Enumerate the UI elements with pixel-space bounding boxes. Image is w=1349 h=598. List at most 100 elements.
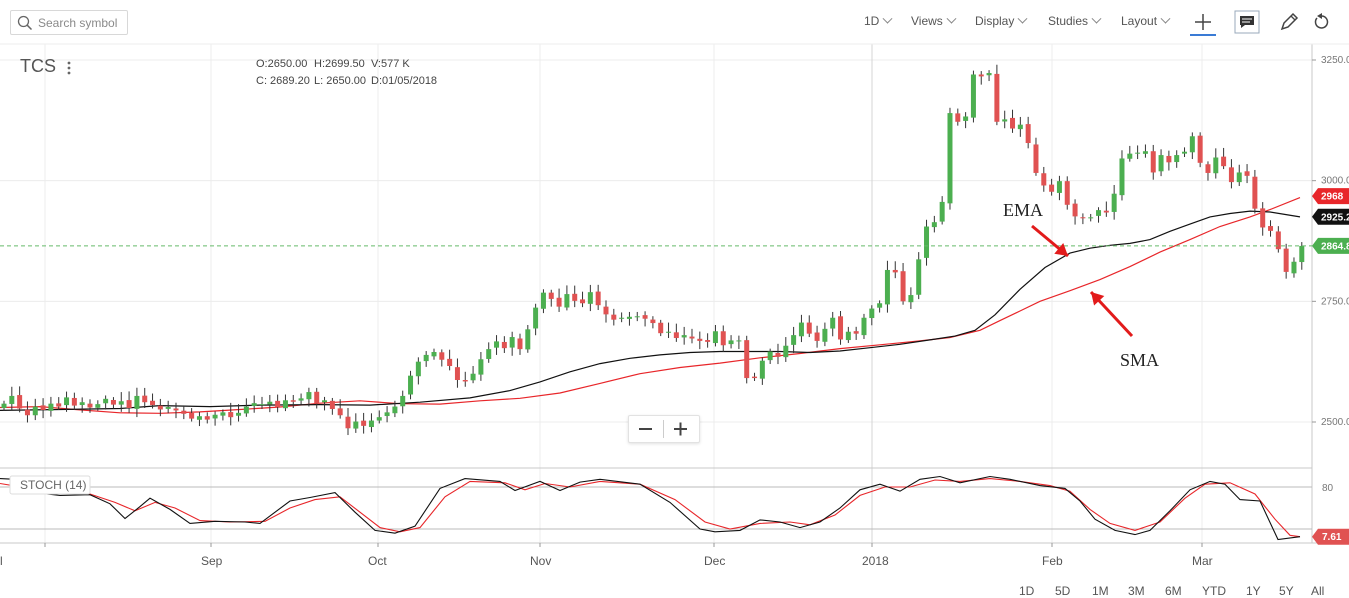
- candle-body-up: [103, 398, 109, 404]
- candle-body-down: [142, 395, 148, 403]
- candle: [32, 398, 38, 421]
- candle: [462, 371, 468, 387]
- candle: [1056, 175, 1062, 201]
- ohlc-volume: V:577 K: [371, 58, 410, 70]
- candle-body-down: [1252, 176, 1258, 209]
- range-button[interactable]: All: [1311, 584, 1325, 598]
- display-menu[interactable]: Display: [975, 13, 1028, 28]
- last-price-tag-text: 2864.8: [1321, 241, 1349, 252]
- candle-body-down: [290, 400, 296, 402]
- candle-body-down: [275, 400, 281, 408]
- zoom-in-button[interactable]: [664, 416, 698, 442]
- candle-body-up: [134, 395, 140, 409]
- search-input[interactable]: [38, 14, 126, 31]
- candle: [1291, 257, 1297, 278]
- candle: [1182, 147, 1188, 158]
- candle: [666, 322, 672, 339]
- candle: [1197, 132, 1203, 168]
- symbol-label[interactable]: TCS: [20, 56, 56, 76]
- views-menu[interactable]: Views: [911, 13, 957, 28]
- candle-body-up: [947, 113, 953, 204]
- candle: [634, 311, 640, 322]
- candle-body-down: [189, 412, 195, 419]
- range-button[interactable]: 1Y: [1246, 584, 1261, 598]
- candle: [1127, 145, 1133, 162]
- range-button[interactable]: 6M: [1165, 584, 1182, 598]
- candle: [1135, 145, 1141, 160]
- candle-body-down: [978, 74, 984, 77]
- candle-body-up: [822, 328, 828, 342]
- reset-button[interactable]: [1308, 10, 1334, 34]
- range-button[interactable]: 1M: [1092, 584, 1109, 598]
- candle: [1244, 164, 1250, 184]
- studies-label: Studies: [1048, 14, 1089, 28]
- candle-body-down: [892, 269, 898, 273]
- sma-annotation: SMA: [1120, 350, 1160, 370]
- toolbar: 1D Views Display Studies Layout: [0, 0, 1349, 44]
- candle: [204, 412, 210, 424]
- candle: [118, 392, 124, 412]
- candle: [759, 357, 765, 385]
- candle: [947, 107, 953, 210]
- candle-body-down: [462, 380, 468, 382]
- reset-icon: [1314, 13, 1329, 29]
- candle: [1049, 178, 1055, 196]
- range-button[interactable]: 3M: [1128, 584, 1145, 598]
- candle-body-down: [705, 340, 711, 342]
- crosshair-icon: [1195, 14, 1211, 30]
- candle: [267, 394, 273, 413]
- candle-body-down: [126, 400, 132, 409]
- zoom-out-button[interactable]: [629, 416, 663, 442]
- candle-body-down: [1049, 184, 1055, 192]
- candle-body-down: [689, 336, 695, 339]
- range-button[interactable]: 5Y: [1279, 584, 1294, 598]
- comment-button[interactable]: [1234, 10, 1260, 34]
- candle-body-up: [212, 414, 218, 419]
- candle-body-up: [32, 406, 38, 416]
- candle: [1088, 213, 1094, 222]
- crosshair-button[interactable]: [1190, 10, 1216, 36]
- range-button[interactable]: 1D: [1019, 584, 1035, 598]
- candle-body-up: [509, 337, 515, 348]
- draw-button[interactable]: [1276, 10, 1302, 34]
- candle: [415, 357, 421, 385]
- interval-dropdown[interactable]: 1D: [864, 13, 893, 28]
- interval-label: 1D: [864, 14, 880, 28]
- candle: [517, 333, 523, 355]
- candle-body-down: [775, 352, 781, 357]
- candle-body-down: [595, 291, 601, 306]
- candle: [1072, 199, 1078, 225]
- range-button[interactable]: 5D: [1055, 584, 1071, 598]
- candle-body-up: [1299, 245, 1305, 263]
- candle-body-up: [970, 74, 976, 118]
- candle: [650, 316, 656, 329]
- kebab-icon[interactable]: [64, 60, 74, 76]
- sma-price-tag-text: 2968: [1321, 192, 1344, 203]
- candle: [877, 300, 883, 313]
- studies-menu[interactable]: Studies: [1048, 13, 1102, 28]
- candle: [165, 400, 171, 414]
- candle: [228, 402, 234, 426]
- candle-body-down: [345, 416, 351, 429]
- candle: [830, 311, 836, 337]
- candle-body-down: [337, 408, 343, 416]
- candle-body-up: [877, 303, 883, 308]
- candle: [1142, 144, 1148, 158]
- candle: [345, 408, 351, 436]
- stochastic-panel: STOCH (14): [0, 475, 1301, 541]
- candle: [931, 215, 937, 233]
- range-button[interactable]: YTD: [1202, 584, 1226, 598]
- candle-body-up: [1111, 193, 1117, 212]
- candle: [501, 336, 507, 353]
- sma-price-tag: 2968: [1312, 188, 1349, 205]
- candle: [884, 260, 890, 313]
- candle-body-up: [924, 226, 930, 258]
- candle-body-up: [736, 340, 742, 342]
- layout-menu[interactable]: Layout: [1121, 13, 1171, 28]
- candle: [939, 196, 945, 225]
- candle-body-up: [470, 373, 476, 381]
- annotation-arrows: [1031, 224, 1134, 338]
- search-box[interactable]: [10, 10, 128, 35]
- candle-body-up: [494, 341, 500, 348]
